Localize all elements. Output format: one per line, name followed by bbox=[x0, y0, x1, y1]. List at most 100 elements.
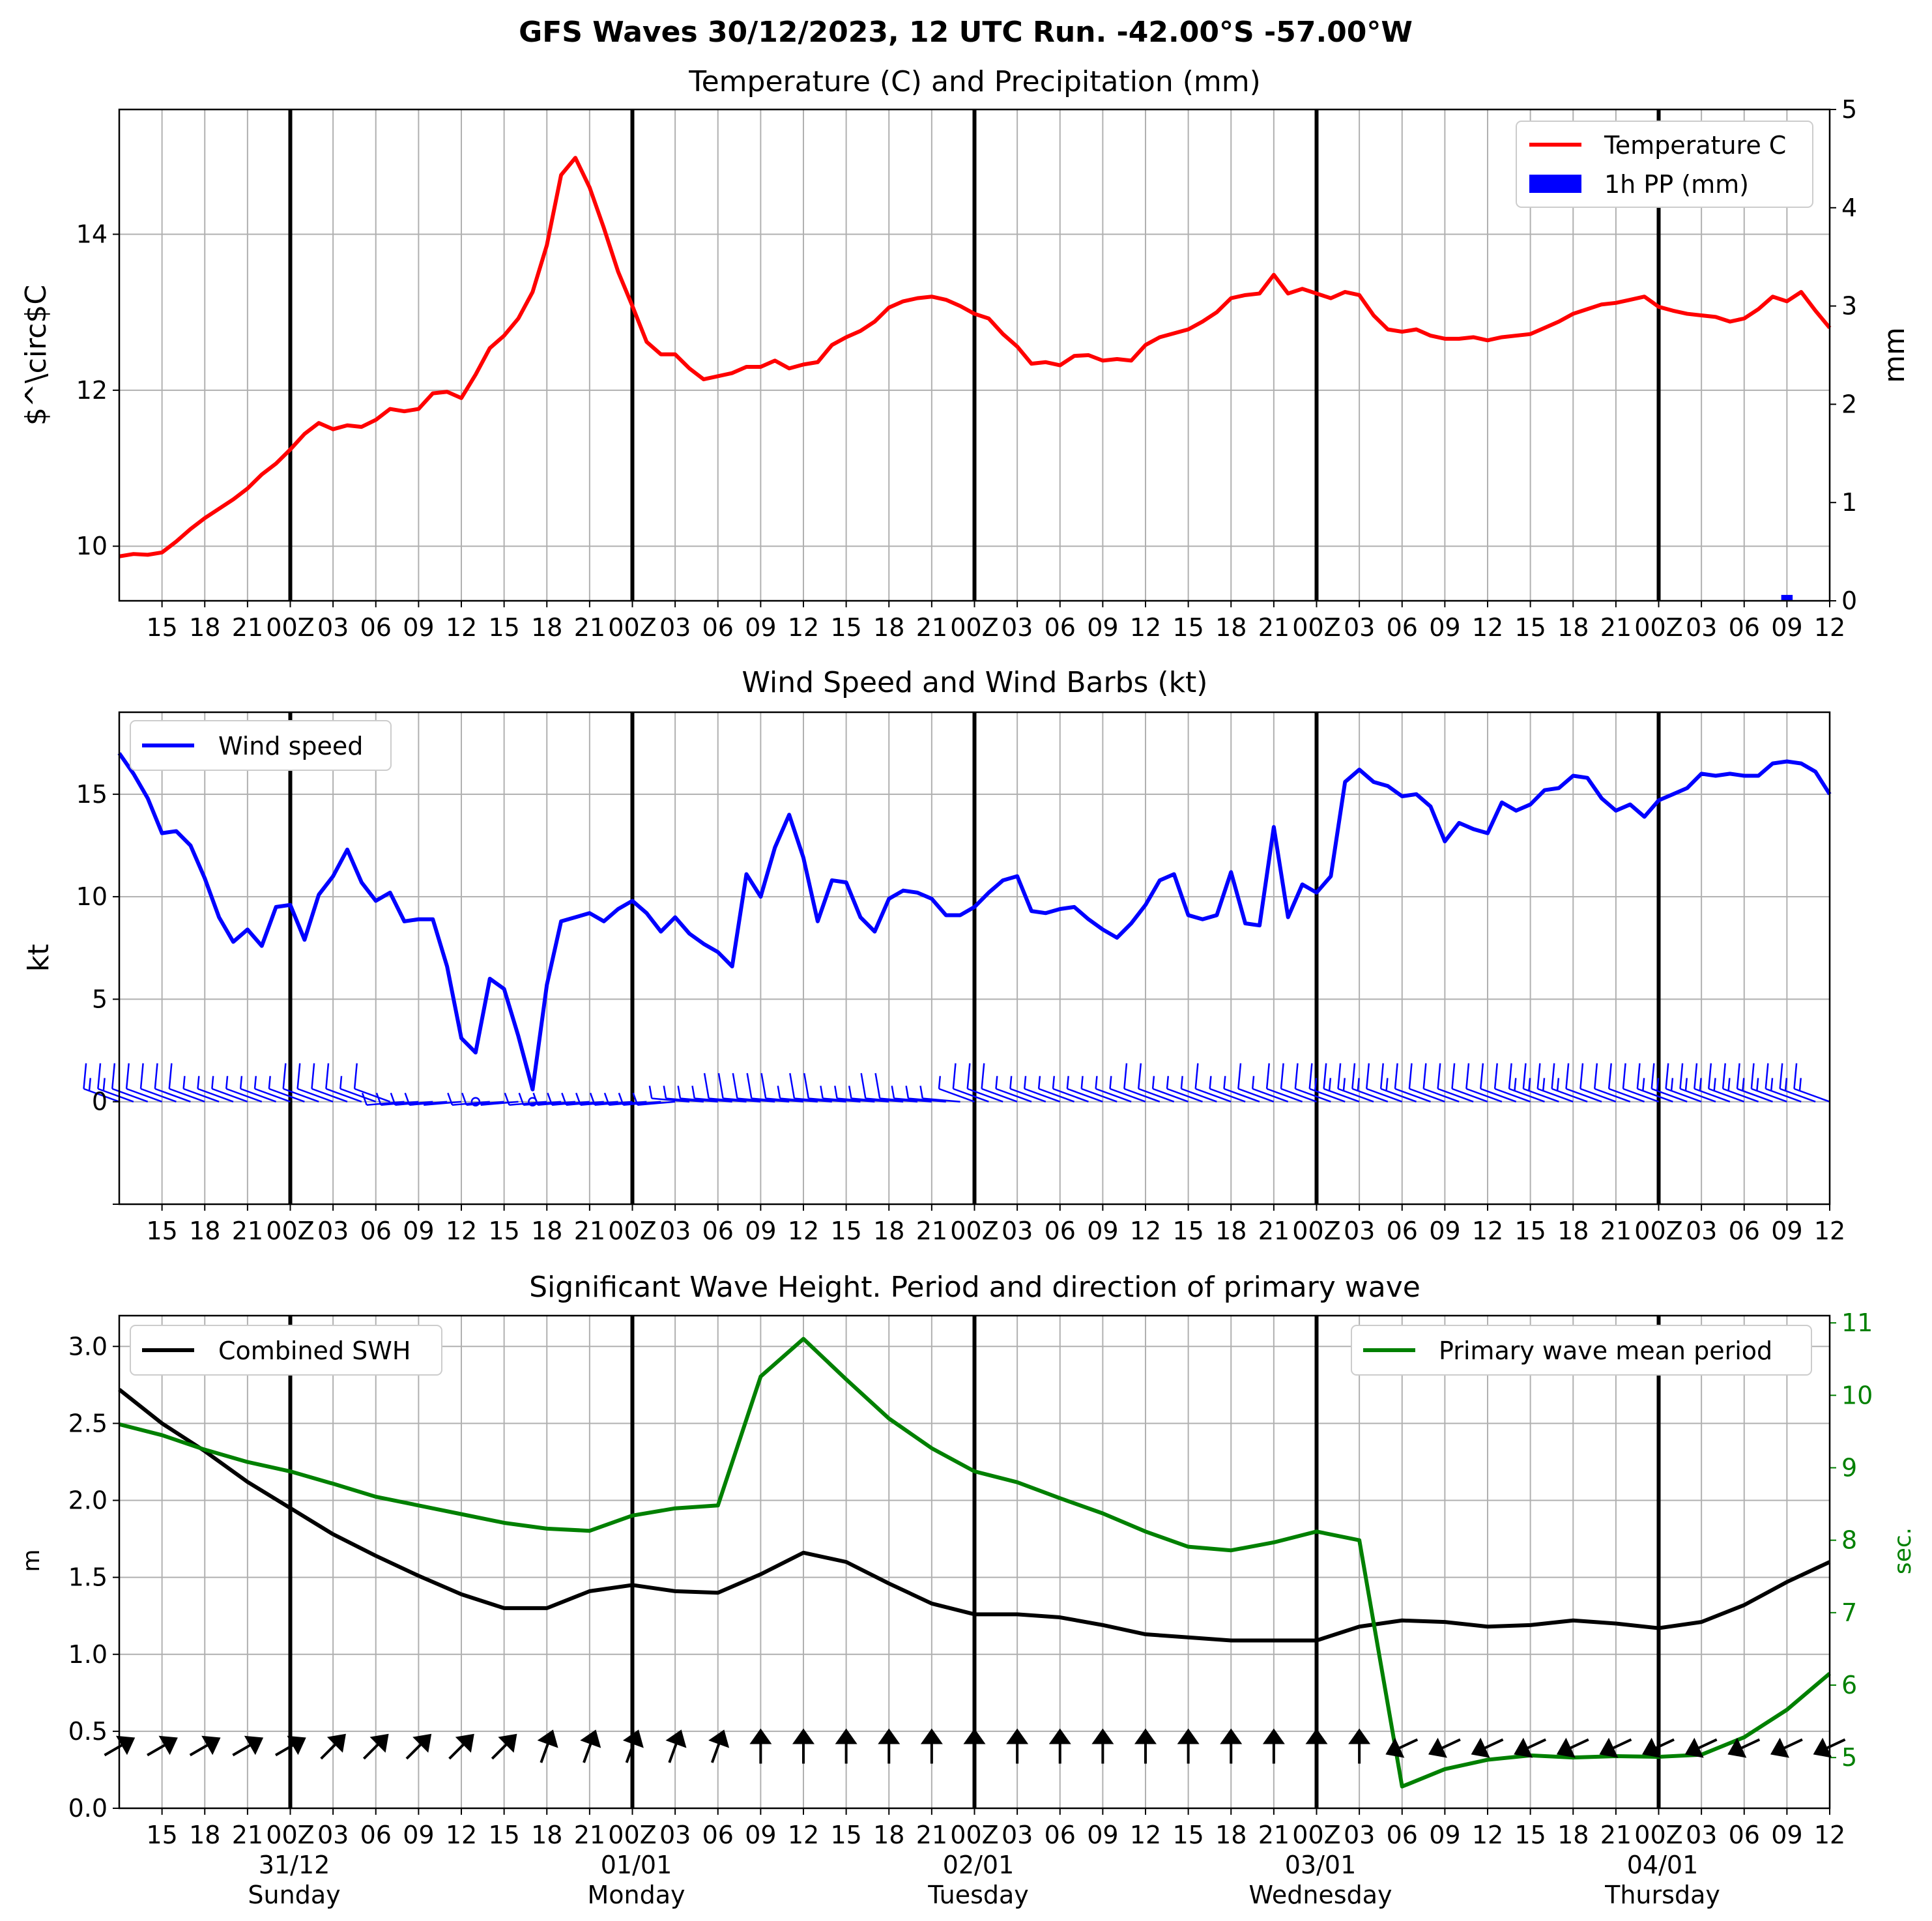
y-tick-label: 5 bbox=[92, 985, 108, 1013]
wind-barb bbox=[211, 1076, 248, 1103]
x-tick-label: 00Z bbox=[266, 613, 314, 642]
x-tick-label: 12 bbox=[1814, 613, 1845, 642]
x-tick-label: 15 bbox=[488, 1217, 519, 1245]
x-tick-label: 15 bbox=[1172, 1821, 1204, 1849]
x-tick-label: 09 bbox=[1771, 1217, 1802, 1245]
wind-barb bbox=[1151, 1076, 1189, 1103]
y-tick-label: 10 bbox=[76, 532, 108, 560]
precip-bar bbox=[1781, 594, 1793, 601]
wind-barb bbox=[966, 1063, 1003, 1103]
x-tick-label: 21 bbox=[574, 1217, 605, 1245]
wind-barb bbox=[1180, 1076, 1217, 1103]
x-tick-label: 09 bbox=[1429, 1821, 1460, 1849]
wave-arrow bbox=[1599, 1737, 1632, 1758]
wind-barb bbox=[1066, 1076, 1103, 1103]
wave-arrow bbox=[1385, 1737, 1419, 1758]
wind-barb bbox=[703, 1073, 747, 1103]
x-tick-label: 06 bbox=[360, 1217, 392, 1245]
wind-barb bbox=[746, 1073, 790, 1103]
x-tick-label: 12 bbox=[1814, 1821, 1845, 1849]
x-tick-label: 21 bbox=[1600, 1217, 1632, 1245]
wind-barb bbox=[182, 1076, 220, 1103]
x-tick-label: 15 bbox=[830, 1217, 861, 1245]
x-tick-label: 15 bbox=[146, 613, 177, 642]
y2-tick-label: 3 bbox=[1841, 292, 1857, 321]
wind-barb bbox=[168, 1063, 205, 1103]
wave-panel: Significant Wave Height. Period and dire… bbox=[18, 1271, 1916, 1909]
x-tick-label: 18 bbox=[531, 1821, 562, 1849]
y-tick-label: 2.0 bbox=[68, 1486, 108, 1515]
y-tick-label: 0.0 bbox=[68, 1794, 108, 1823]
panel2-marks bbox=[83, 752, 1832, 1106]
x-tick-label: 15 bbox=[1172, 1217, 1204, 1245]
wave-arrow bbox=[835, 1728, 858, 1764]
x-tick-label: 21 bbox=[1600, 1821, 1632, 1849]
wind-barb bbox=[691, 1086, 732, 1103]
wind-barb bbox=[603, 1092, 647, 1106]
x-tick-label: 00Z bbox=[1634, 613, 1682, 642]
x-tick-label: 06 bbox=[1045, 1217, 1076, 1245]
y-tick-label: 15 bbox=[76, 780, 108, 809]
wind-barb bbox=[1480, 1063, 1517, 1103]
x-tick-label: 03 bbox=[1686, 1217, 1717, 1245]
x-tick-label: 12 bbox=[1472, 1821, 1503, 1849]
day-weekday-label: Thursday bbox=[1604, 1881, 1720, 1909]
x-tick-label: 00Z bbox=[950, 1821, 998, 1849]
wind-barb bbox=[111, 1063, 149, 1103]
wave-arrow bbox=[708, 1729, 730, 1763]
wind-barb bbox=[717, 1073, 761, 1103]
wave-arrow bbox=[1727, 1737, 1761, 1758]
y2-tick-label: 0 bbox=[1841, 586, 1857, 615]
wind-barb bbox=[938, 1076, 975, 1103]
x-tick-label: 12 bbox=[788, 1821, 819, 1849]
wind-barb bbox=[1237, 1063, 1275, 1103]
x-tick-label: 06 bbox=[360, 1821, 392, 1849]
wind-barb bbox=[820, 1086, 861, 1103]
wind-barb bbox=[353, 1063, 391, 1103]
wave-arrow bbox=[622, 1729, 644, 1763]
wind-barb bbox=[97, 1063, 134, 1103]
x-tick-label: 09 bbox=[403, 613, 434, 642]
wind-barb bbox=[777, 1086, 818, 1103]
wave-arrow bbox=[1684, 1737, 1718, 1758]
wind-barb bbox=[760, 1073, 804, 1103]
wind-barb bbox=[848, 1086, 889, 1103]
wind-barb bbox=[981, 1063, 1018, 1103]
y-tick-label: 0 bbox=[92, 1088, 108, 1116]
wind-barb bbox=[860, 1073, 904, 1103]
y2-tick-label: 11 bbox=[1841, 1308, 1873, 1337]
wind-barb bbox=[424, 1101, 462, 1106]
x-tick-label: 12 bbox=[1472, 613, 1503, 642]
x-tick-label: 06 bbox=[1729, 1821, 1760, 1849]
wind-barb bbox=[1594, 1063, 1631, 1103]
x-tick-label: 09 bbox=[1771, 1821, 1802, 1849]
wave-arrow bbox=[1514, 1737, 1547, 1758]
x-tick-label: 00Z bbox=[950, 1217, 998, 1245]
day-date-label: 03/01 bbox=[1285, 1851, 1357, 1879]
x-tick-label: 12 bbox=[446, 1217, 477, 1245]
wind-barb bbox=[1651, 1063, 1688, 1103]
x-tick-label: 21 bbox=[1258, 1217, 1290, 1245]
wind-barb bbox=[504, 1092, 547, 1106]
x-tick-label: 21 bbox=[574, 613, 605, 642]
day-weekday-label: Wednesday bbox=[1248, 1881, 1392, 1909]
x-tick-label: 21 bbox=[232, 1217, 263, 1245]
wind-barb bbox=[648, 1086, 690, 1103]
x-tick-label: 21 bbox=[916, 613, 947, 642]
wind-barb bbox=[197, 1076, 234, 1103]
x-tick-label: 06 bbox=[702, 613, 734, 642]
x-tick-label: 15 bbox=[488, 1821, 519, 1849]
swh-line bbox=[118, 1388, 1831, 1643]
x-tick-label: 12 bbox=[1130, 613, 1161, 642]
y2-tick-label: 9 bbox=[1841, 1453, 1857, 1482]
wind-barb bbox=[1052, 1076, 1089, 1103]
x-tick-label: 03 bbox=[659, 1821, 691, 1849]
x-tick-label: 06 bbox=[1729, 1217, 1760, 1245]
figure-title: GFS Waves 30/12/2023, 12 UTC Run. -42.00… bbox=[519, 16, 1413, 49]
x-tick-label: 09 bbox=[1771, 613, 1802, 642]
panel3-legend-right: Primary wave mean period bbox=[1351, 1325, 1812, 1376]
wind-barb bbox=[1579, 1063, 1617, 1103]
wind-barb bbox=[919, 1086, 960, 1103]
wind-barb bbox=[154, 1063, 191, 1103]
